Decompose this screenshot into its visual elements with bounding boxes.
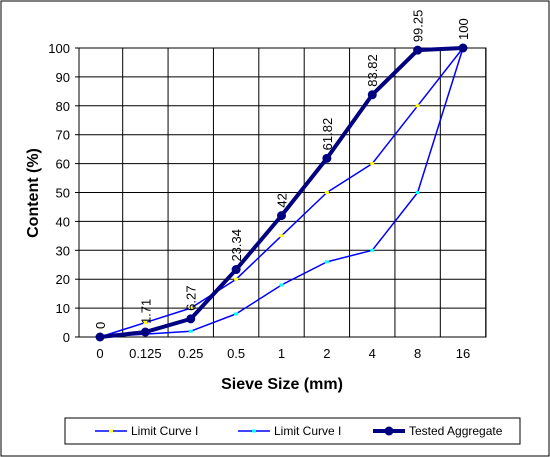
data-point-0-6 — [370, 162, 375, 166]
data-label: 99.25 — [411, 10, 426, 43]
data-point-0-5 — [324, 191, 329, 194]
data-point-0-1 — [143, 321, 148, 325]
y-tick-label: 0 — [63, 330, 70, 345]
y-tick-label: 60 — [56, 157, 70, 172]
data-point-2-6 — [367, 90, 377, 100]
y-tick-label: 70 — [56, 128, 70, 143]
data-point-0-7 — [415, 104, 420, 108]
legend-swatch-marker-1 — [252, 429, 256, 433]
data-label: 1.71 — [138, 299, 153, 324]
legend-box — [64, 417, 521, 445]
legend-label: Limit Curve I — [274, 424, 341, 438]
data-point-2-1 — [140, 327, 150, 337]
data-labels: 0 1.71 6.27 23.34 42 61.82 83.82 99.25 100 — [93, 10, 471, 329]
y-tick-label: 30 — [56, 243, 70, 258]
y-axis-title: Content (%) — [25, 148, 42, 238]
data-point-0-4 — [279, 234, 284, 238]
y-tick-label: 10 — [56, 301, 70, 316]
data-point-2-3 — [231, 265, 241, 275]
data-label: 83.82 — [365, 54, 380, 87]
data-point-2-2 — [186, 314, 196, 324]
legend-label: Limit Curve I — [131, 424, 198, 438]
data-label: 61.82 — [320, 118, 335, 151]
x-tick-labels: 0 0.125 0.25 0.5 1 2 4 8 16 — [96, 346, 470, 361]
data-point-1-7 — [415, 191, 420, 194]
data-label: 6.27 — [184, 286, 199, 311]
y-tick-label: 90 — [56, 70, 70, 85]
y-tick-label: 40 — [56, 214, 70, 229]
x-tick-label: 0.5 — [227, 346, 245, 361]
data-point-1-3 — [234, 312, 239, 316]
data-point-2-7 — [413, 45, 423, 55]
data-label: 0 — [93, 322, 108, 329]
x-tick-label: 1 — [278, 346, 285, 361]
x-tick-label: 0 — [96, 346, 103, 361]
data-label: 100 — [456, 18, 471, 40]
data-point-2-8 — [458, 43, 468, 53]
data-point-2-5 — [322, 153, 332, 163]
legend-label: Tested Aggregate — [409, 424, 503, 438]
series-group — [95, 43, 468, 342]
x-axis-title: Sieve Size (mm) — [221, 376, 343, 393]
data-label: 23.34 — [229, 229, 244, 262]
x-tick-label: 16 — [456, 346, 470, 361]
x-tick-label: 0.25 — [178, 346, 203, 361]
y-tick-label: 80 — [56, 99, 70, 114]
data-point-1-5 — [324, 260, 329, 264]
x-tick-label: 0.125 — [129, 346, 162, 361]
x-tick-label: 4 — [369, 346, 376, 361]
y-tick-label: 100 — [48, 41, 70, 56]
x-tick-label: 8 — [414, 346, 421, 361]
data-point-1-6 — [370, 248, 375, 252]
data-point-1-2 — [188, 329, 193, 333]
y-tick-labels: 0 10 20 30 40 50 60 70 80 90 100 — [48, 41, 79, 345]
legend-swatch-marker-2 — [384, 426, 394, 436]
y-tick-label: 20 — [56, 272, 70, 287]
data-point-0-3 — [234, 277, 239, 281]
legend-swatch-marker-0 — [109, 429, 113, 433]
data-point-1-4 — [279, 283, 284, 287]
data-point-2-4 — [277, 211, 286, 221]
data-label: 42 — [275, 193, 290, 207]
data-point-0-2 — [188, 306, 193, 310]
y-tick-label: 50 — [56, 186, 70, 201]
data-point-2-0 — [95, 332, 105, 342]
legend: Limit Curve I Limit Curve I Tested Aggrega… — [95, 424, 503, 438]
x-tick-label: 2 — [323, 346, 330, 361]
